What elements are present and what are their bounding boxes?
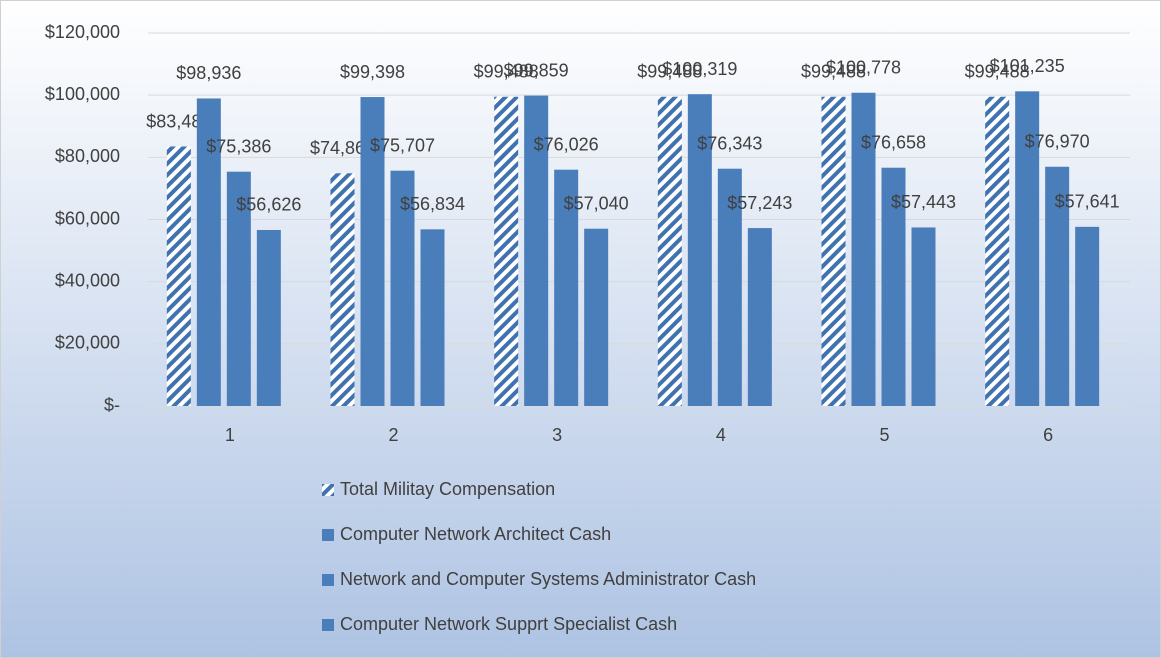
bar	[657, 96, 682, 407]
bar	[554, 169, 579, 406]
data-label: $99,488	[474, 62, 539, 82]
bar	[747, 228, 772, 406]
legend-swatch	[322, 619, 334, 631]
bar	[196, 98, 221, 406]
legend-swatch	[322, 484, 334, 496]
y-tick-label: $120,000	[45, 22, 120, 42]
y-tick-label: $60,000	[55, 208, 120, 228]
data-label: $57,243	[727, 193, 792, 213]
y-tick-label: $80,000	[55, 146, 120, 166]
bar	[420, 229, 445, 406]
bar	[390, 170, 415, 406]
data-label: $75,707	[370, 135, 435, 155]
data-label: $76,658	[861, 132, 926, 152]
data-label: $100,319	[662, 59, 737, 79]
data-label: $99,398	[340, 62, 405, 82]
x-tick-label: 5	[879, 425, 889, 445]
bar	[687, 94, 712, 406]
legend-swatch	[322, 574, 334, 586]
data-label: $101,235	[990, 56, 1065, 76]
bar	[524, 95, 549, 406]
data-label: $99,488	[801, 62, 866, 82]
bar	[226, 171, 251, 406]
data-label: $99,859	[504, 60, 569, 80]
y-tick-label: $40,000	[55, 270, 120, 290]
legend-label: Network and Computer Systems Administrat…	[340, 569, 756, 589]
bar	[881, 167, 906, 406]
bar	[1075, 226, 1100, 406]
data-label: $57,641	[1055, 192, 1120, 212]
data-label: $98,936	[176, 63, 241, 83]
bar	[330, 173, 355, 406]
bar	[1015, 91, 1040, 406]
x-tick-label: 1	[225, 425, 235, 445]
bar	[256, 229, 281, 406]
bar	[985, 96, 1010, 407]
data-label: $75,386	[206, 136, 271, 156]
data-label: $57,443	[891, 192, 956, 212]
x-tick-label: 2	[388, 425, 398, 445]
bar	[821, 96, 846, 407]
bar	[717, 168, 742, 406]
x-tick-label: 4	[716, 425, 726, 445]
bar	[1045, 166, 1070, 406]
data-label: $56,626	[236, 195, 301, 215]
data-label: $76,970	[1025, 132, 1090, 152]
x-tick-label: 3	[552, 425, 562, 445]
bar	[851, 92, 876, 406]
data-label: $99,488	[965, 62, 1030, 82]
y-tick-label: $-	[104, 395, 120, 415]
data-label: $74,865	[310, 138, 375, 158]
y-tick-label: $20,000	[55, 333, 120, 353]
legend-label: Total Militay Compensation	[340, 479, 555, 499]
y-tick-label: $100,000	[45, 84, 120, 104]
data-label: $56,834	[400, 194, 465, 214]
data-label: $100,778	[826, 57, 901, 77]
bar	[911, 227, 936, 406]
data-label: $76,343	[697, 133, 762, 153]
data-label: $83,484	[146, 111, 211, 131]
legend-label: Computer Network Architect Cash	[340, 524, 611, 544]
bar	[166, 146, 191, 406]
legend-swatch	[322, 529, 334, 541]
bar	[494, 96, 519, 407]
legend-label: Computer Network Supprt Specialist Cash	[340, 614, 677, 634]
data-label: $57,040	[564, 193, 629, 213]
bar	[584, 228, 609, 406]
bar	[360, 97, 385, 407]
x-tick-label: 6	[1043, 425, 1053, 445]
data-label: $76,026	[534, 134, 599, 154]
data-label: $99,488	[637, 62, 702, 82]
